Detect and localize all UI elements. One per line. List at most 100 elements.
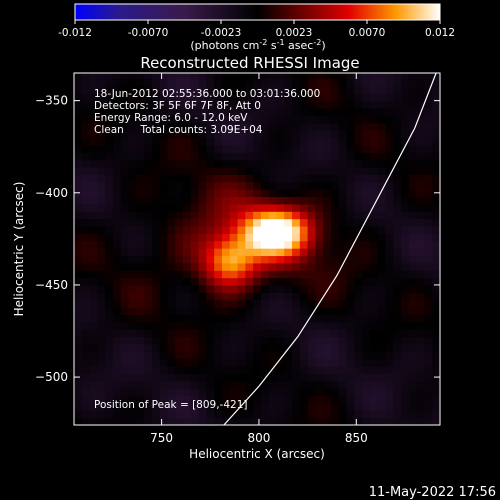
heatmap-cell (237, 144, 246, 153)
heatmap-cell (253, 108, 262, 116)
heatmap-cell (330, 336, 340, 345)
heatmap-cell (198, 314, 207, 323)
heatmap-cell (214, 85, 223, 94)
heatmap-cell (299, 299, 309, 308)
heatmap-cell (198, 174, 207, 183)
heatmap-cell (81, 85, 91, 94)
heatmap-cell (128, 314, 137, 323)
heatmap-cell (377, 73, 387, 80)
heatmap-cell (97, 181, 106, 190)
heatmap-cell (89, 225, 98, 234)
heatmap-cell (432, 380, 440, 389)
heatmap-cell (424, 248, 433, 257)
heatmap-cell (338, 270, 348, 279)
heatmap-cell (354, 115, 363, 124)
heatmap-cell (338, 181, 348, 190)
heatmap-cell (260, 196, 270, 205)
heatmap-cell (299, 122, 309, 131)
heatmap-cell (408, 329, 418, 338)
heatmap-cell (136, 130, 145, 139)
heatmap-cell (198, 166, 207, 175)
heatmap-cell (183, 137, 192, 146)
heatmap-cell (198, 196, 207, 205)
heatmap-cell (214, 108, 223, 116)
heatmap-cell (167, 73, 176, 80)
heatmap-cell (292, 73, 301, 80)
heatmap-cell (105, 358, 114, 367)
heatmap-cell (276, 233, 285, 242)
heatmap-cell (292, 358, 301, 367)
heatmap-cell (159, 284, 169, 293)
heatmap-cell (401, 130, 410, 139)
heatmap-cell (424, 144, 433, 153)
heatmap-cell (167, 395, 176, 404)
heatmap-cell (206, 189, 215, 198)
heatmap-cell (330, 240, 340, 249)
heatmap-cell (128, 366, 137, 374)
heatmap-cell (214, 93, 223, 102)
heatmap-cell (144, 100, 153, 109)
heatmap-cell (221, 122, 231, 131)
heatmap-cell (424, 321, 433, 330)
heatmap-cell (416, 395, 426, 404)
heatmap-cell (284, 255, 293, 264)
heatmap-cell (330, 78, 340, 87)
heatmap-cell (385, 292, 394, 301)
heatmap-cell (175, 240, 184, 249)
heatmap-cell (151, 373, 161, 382)
heatmap-cell (377, 277, 387, 286)
heatmap-cell (245, 240, 254, 249)
heatmap-cell (144, 108, 153, 116)
heatmap-cell (377, 417, 387, 425)
heatmap-cell (245, 373, 254, 382)
heatmap-cell (338, 358, 348, 367)
heatmap-cell (260, 152, 270, 161)
heatmap-cell (112, 262, 122, 271)
heatmap-cell (299, 321, 309, 330)
heatmap-cell (424, 380, 433, 389)
heatmap-cell (151, 248, 161, 257)
heatmap-cell (377, 152, 387, 161)
heatmap-cell (284, 299, 293, 308)
heatmap-cell (183, 181, 192, 190)
heatmap-cell (284, 137, 293, 146)
heatmap-cell (144, 358, 153, 367)
heatmap-cell (136, 395, 145, 404)
heatmap-cell (81, 78, 91, 87)
heatmap-cell (112, 196, 122, 205)
heatmap-cell (315, 233, 324, 242)
heatmap-cell (151, 85, 161, 94)
heatmap-cell (354, 388, 363, 397)
heatmap-cell (105, 152, 114, 161)
heatmap-cell (120, 262, 130, 271)
heatmap-cell (128, 410, 137, 419)
heatmap-cell (221, 144, 231, 153)
heatmap-cell (268, 203, 278, 212)
heatmap-cell (190, 248, 200, 257)
heatmap-cell (190, 388, 200, 397)
heatmap-cell (221, 336, 231, 345)
heatmap-cell (198, 270, 207, 279)
heatmap-cell (120, 73, 130, 80)
heatmap-cell (237, 189, 246, 198)
heatmap-cell (89, 108, 98, 116)
heatmap-cell (330, 277, 340, 286)
heatmap-cell (159, 417, 169, 425)
heatmap-cell (167, 189, 176, 198)
heatmap-cell (105, 270, 114, 279)
heatmap-cell (97, 196, 106, 205)
heatmap-cell (315, 380, 324, 389)
heatmap-cell (167, 100, 176, 109)
heatmap-cell (167, 299, 176, 308)
heatmap-cell (385, 144, 394, 153)
heatmap-cell (338, 218, 348, 227)
heatmap-cell (330, 284, 340, 293)
heatmap-cell (128, 343, 137, 352)
heatmap-cell (276, 248, 285, 257)
heatmap-cell (74, 270, 83, 279)
heatmap-cell (276, 314, 285, 323)
heatmap-cell (408, 189, 418, 198)
heatmap-cell (276, 152, 285, 161)
heatmap-cell (346, 85, 355, 94)
y-axis-label: Heliocentric Y (arcsec) (12, 182, 26, 317)
